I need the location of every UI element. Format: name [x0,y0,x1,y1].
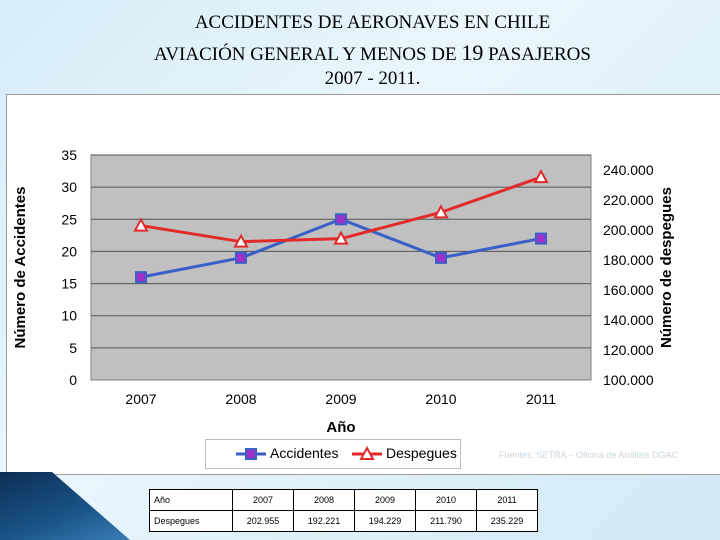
table-row-despegues: Despegues 202.955 192.221 194.229 211.79… [149,510,538,532]
table-value-cell: 235.229 [476,510,538,532]
title-line-2-part1: AVIACIÓN GENERAL Y MENOS DE [154,44,462,65]
table-value-cell: 192.221 [293,510,355,532]
y-left-tick-label: 0 [69,372,77,388]
y-right-tick-label: 240.000 [603,162,654,178]
y-right-axis-label: Número de despegues [658,187,675,348]
data-point-despegues [433,204,449,219]
table-year-cell: 2008 [293,489,355,511]
table-value-cell: 194.229 [354,510,416,532]
y-right-tick-label: 120.000 [603,342,654,358]
data-point-accidentes [535,232,547,245]
legend-label-despegues: Despegues [386,445,457,461]
y-left-tick-label: 30 [61,179,77,195]
x-tick-label: 2011 [526,391,556,407]
y-left-tick-label: 10 [61,308,77,324]
data-point-accidentes [235,251,247,264]
table-year-cell: 2007 [232,489,294,511]
despegues-table: Año 2007 2008 2009 2010 2011 Despegues 2… [149,489,538,532]
x-axis-label: Año [326,419,355,436]
title-line-3: 2007 - 2011. [324,68,421,89]
data-point-accidentes [335,213,347,226]
table-year-cell: 2010 [415,489,477,511]
y-right-tick-label: 180.000 [603,252,654,268]
x-tick-label: 2010 [425,391,456,407]
data-point-despegues [333,230,349,245]
source-note: Fuentes: SETRA – Oficina de Análisis DGA… [499,450,679,460]
table-row-years: Año 2007 2008 2009 2010 2011 [149,489,538,511]
table-value-cell: 202.955 [232,510,294,532]
y-right-tick-label: 220.000 [603,192,654,208]
title-line-1: ACCIDENTES DE AERONAVES EN CHILE [194,12,551,33]
chart-legend: Accidentes Despegues [205,439,461,469]
title-line-2: AVIACIÓN GENERAL Y MENOS DE 19 PASAJEROS [0,40,720,66]
legend-swatch-accidentes [236,448,266,460]
x-tick-label: 2009 [325,391,356,407]
legend-swatch-despegues [352,446,382,460]
y-left-tick-label: 20 [61,243,77,259]
x-tick-label: 2008 [225,391,256,407]
table-value-cell: 211.790 [415,510,477,532]
x-tick-label: 2007 [125,391,156,407]
y-left-tick-label: 15 [61,276,77,292]
y-right-tick-label: 100.000 [603,372,654,388]
data-point-despegues [133,217,149,232]
title-line-2-part2: PASAJEROS [483,44,591,65]
data-point-despegues [533,169,549,184]
legend-label-accidentes: Accidentes [270,445,339,461]
title-line-2-number: 19 [461,40,484,65]
y-left-tick-label: 25 [61,211,77,227]
y-left-tick-label: 5 [69,340,77,356]
line-chart: 0 5 10 15 20 25 30 35 100.000 120.000 140.000 160.0… [12,147,675,436]
table-header-label: Año [149,489,233,511]
data-point-accidentes [135,271,147,284]
plot-area [90,154,592,381]
y-right-tick-label: 160.000 [603,282,654,298]
table-year-cell: 2009 [354,489,416,511]
y-right-tick-label: 140.000 [603,312,654,328]
chart-container: 0 5 10 15 20 25 30 35 100.000 120.000 140.000 160.0… [6,94,720,475]
table-row-label: Despegues [149,510,233,532]
data-point-accidentes [435,251,447,264]
table-year-cell: 2011 [476,489,538,511]
decorative-corner [0,472,130,540]
y-left-tick-label: 35 [61,147,77,163]
data-point-despegues [233,233,249,248]
y-left-axis-label: Número de Accidentes [12,187,29,349]
y-right-tick-label: 200.000 [603,222,654,238]
